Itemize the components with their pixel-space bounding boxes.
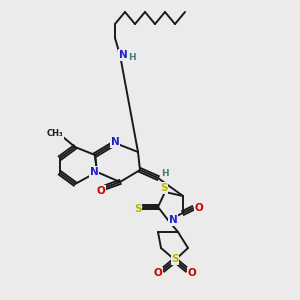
Text: N: N	[111, 137, 119, 147]
Text: N: N	[118, 50, 127, 60]
Text: O: O	[195, 203, 203, 213]
Text: O: O	[97, 186, 105, 196]
Text: N: N	[169, 215, 177, 225]
Text: N: N	[90, 167, 98, 177]
Text: S: S	[171, 254, 179, 264]
Text: CH₃: CH₃	[47, 130, 63, 139]
Text: S: S	[134, 204, 142, 214]
Text: H: H	[161, 169, 169, 178]
Text: H: H	[128, 52, 136, 62]
Text: O: O	[154, 268, 162, 278]
Text: O: O	[188, 268, 196, 278]
Text: S: S	[160, 183, 168, 193]
